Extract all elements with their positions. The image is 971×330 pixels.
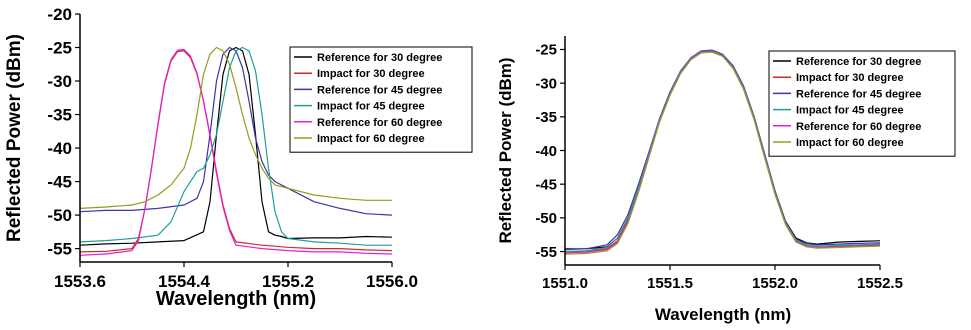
series-line-6 xyxy=(564,51,881,255)
y-tick-label: -30 xyxy=(47,72,72,91)
y-tick-label: -35 xyxy=(535,109,557,126)
legend-label: Impact for 45 degree xyxy=(796,105,904,117)
y-tick-label: -50 xyxy=(535,210,557,227)
legend-label: Reference for 45 degree xyxy=(317,84,442,96)
x-tick-label: 1556.0 xyxy=(366,272,418,291)
y-axis-title: Reflected Power (dBm) xyxy=(4,34,25,242)
legend-label: Impact for 45 degree xyxy=(317,101,425,113)
y-tick-label: -40 xyxy=(47,139,72,158)
y-tick-label: -55 xyxy=(47,240,72,259)
chart-1: -20 -25 -30 -35 -40 -45 -50 -55 1553.6 1554.4 1555… xyxy=(4,5,473,310)
legend-label: Impact for 30 degree xyxy=(317,68,425,80)
y-tick-label: -45 xyxy=(47,173,72,192)
series-line-1 xyxy=(79,46,393,246)
chart-2: -25 -30 -35 -40 -45 -50 -55 1551.0 1551.5 1552.0 1… xyxy=(496,36,956,324)
legend: Reference for 30 degree Impact for 30 deg… xyxy=(289,46,473,153)
y-axis-title: Reflected Power (dBm) xyxy=(496,57,515,243)
series-line-4 xyxy=(79,46,392,246)
x-tick-label: 1551.5 xyxy=(647,275,693,292)
y-tick-label: -55 xyxy=(535,244,557,261)
series-group xyxy=(564,49,881,255)
y-tick-label: -20 xyxy=(47,5,72,24)
series-group xyxy=(79,46,393,256)
x-axis-title: Wavelength (nm) xyxy=(156,288,316,310)
x-tick-label: 1551.0 xyxy=(542,275,588,292)
legend-label: Impact for 60 degree xyxy=(796,137,904,149)
y-tick-label: -40 xyxy=(535,143,557,160)
legend-label: Reference for 60 degree xyxy=(796,121,921,133)
legend-label: Reference for 60 degree xyxy=(317,117,442,129)
legend-box xyxy=(768,50,956,157)
y-tick-label: -30 xyxy=(535,75,557,92)
legend-label: Reference for 45 degree xyxy=(796,88,921,100)
legend: Reference for 30 degree Impact for 30 deg… xyxy=(768,50,956,157)
x-tick-label: 1552.0 xyxy=(752,275,798,292)
legend-label: Impact for 60 degree xyxy=(317,133,425,145)
legend-label: Impact for 30 degree xyxy=(796,72,904,84)
y-tick-label: -45 xyxy=(535,176,557,193)
series-line-4 xyxy=(564,50,881,253)
legend-box xyxy=(289,46,473,153)
x-axis-title: Wavelength (nm) xyxy=(655,305,791,324)
y-tick-label: -35 xyxy=(47,105,72,124)
x-tick-label: 1552.5 xyxy=(857,275,903,292)
series-line-3 xyxy=(564,49,881,251)
x-tick-label: 1553.6 xyxy=(54,272,106,291)
y-tick-label: -50 xyxy=(47,206,72,225)
legend-label: Reference for 30 degree xyxy=(317,52,442,64)
x-tick-label: 1555.2 xyxy=(262,272,314,291)
legend-label: Reference for 30 degree xyxy=(796,56,921,68)
series-line-5 xyxy=(79,48,393,256)
y-tick-label: -25 xyxy=(47,38,72,57)
series-line-6 xyxy=(79,46,392,209)
y-tick-label: -25 xyxy=(535,42,557,59)
x-tick-label: 1554.4 xyxy=(158,272,211,291)
